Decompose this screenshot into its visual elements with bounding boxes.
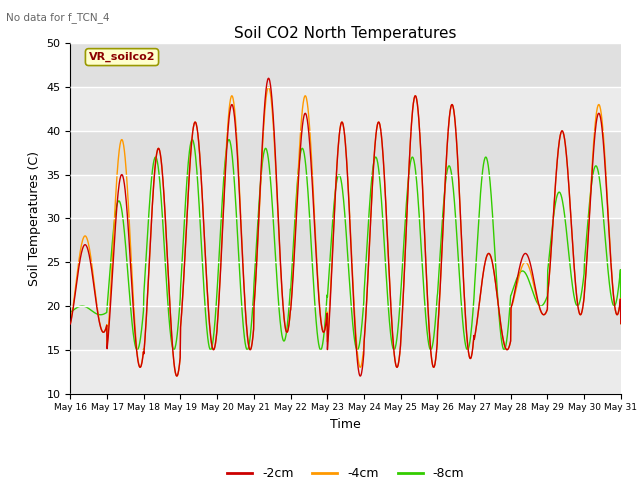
Bar (70, 43, 621, 87)
Bar (70, 350, 621, 394)
Y-axis label: Soil Temperatures (C): Soil Temperatures (C) (28, 151, 41, 286)
Legend: -2cm, -4cm, -8cm: -2cm, -4cm, -8cm (222, 462, 469, 480)
Title: Soil CO2 North Temperatures: Soil CO2 North Temperatures (234, 25, 457, 41)
Bar (70, 306, 621, 350)
X-axis label: Time: Time (330, 418, 361, 431)
Text: VR_soilco2: VR_soilco2 (89, 52, 156, 62)
Bar (70, 87, 621, 131)
Bar (70, 218, 621, 262)
Bar (70, 175, 621, 218)
Bar (70, 131, 621, 175)
Bar (70, 262, 621, 306)
Text: No data for f_TCN_4: No data for f_TCN_4 (6, 12, 110, 23)
